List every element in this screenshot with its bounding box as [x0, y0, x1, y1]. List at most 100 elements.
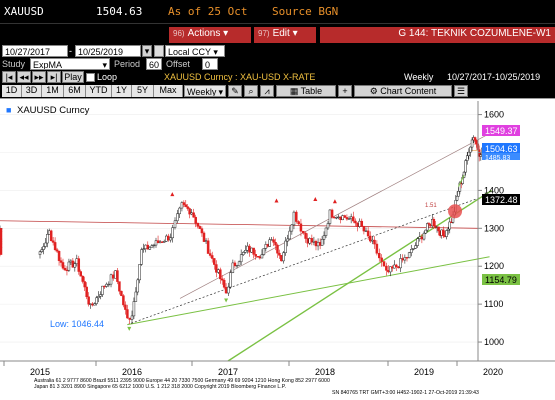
step-back-button[interactable]: |◂ [2, 71, 16, 83]
zoom-button[interactable]: ⌕ [244, 85, 258, 97]
draw-tool-button[interactable]: ✎ [228, 85, 242, 97]
candle-body [457, 191, 460, 197]
candle-body [316, 242, 320, 247]
candle-body [473, 137, 477, 141]
series-description: XAUUSD Curncy : XAU-USD X-RATE [164, 72, 316, 82]
range-tab-ytd[interactable]: YTD [86, 85, 112, 97]
candle-body [292, 211, 296, 226]
candle-body [239, 254, 243, 263]
price-chart[interactable]: 1600150014001300120011001000201520162017… [0, 98, 555, 400]
range-tab-max[interactable]: Max [154, 85, 183, 97]
candle-body [173, 220, 177, 228]
date-from-field[interactable]: 10/27/2017 [2, 45, 68, 57]
x-tick-label: 2016 [122, 367, 142, 377]
chart-type-button[interactable]: ⩘ [260, 85, 274, 97]
calendar-button[interactable]: ▾ [142, 45, 152, 57]
candle-body [437, 226, 440, 232]
candle-body [148, 246, 152, 250]
tag-high-bg [482, 125, 520, 136]
range-tab-1d[interactable]: 1D [2, 85, 22, 97]
settings-button[interactable]: ☰ [454, 85, 468, 97]
candle-body [89, 303, 92, 305]
currency-select[interactable]: Local CCY ▾ [165, 45, 225, 57]
candle-body [274, 242, 277, 246]
period-field[interactable]: 60 [146, 58, 162, 70]
candle-body [312, 240, 316, 243]
candle-body [105, 283, 108, 287]
candle-body [349, 216, 353, 220]
candle-body [347, 218, 351, 220]
candle-body [282, 252, 285, 262]
rewind-icon: ◂◂ [19, 72, 29, 82]
candle-body [391, 266, 394, 269]
plus-icon: + [342, 86, 348, 96]
candle-body [448, 221, 452, 230]
pencil-icon: ✎ [231, 86, 239, 96]
candle-body [44, 242, 47, 247]
candle-body [116, 270, 119, 282]
range-tab-3d[interactable]: 3D [22, 85, 42, 97]
candle-body [0, 246, 3, 255]
forward-button[interactable]: ▸▸ [32, 71, 46, 83]
magnifier-icon: ⌕ [248, 86, 254, 96]
candle-body [276, 244, 279, 254]
currency-prefix [154, 45, 164, 57]
candle-body [258, 256, 262, 259]
candle-body [378, 253, 381, 259]
candle-body [75, 258, 79, 264]
step-forward-button[interactable]: ▸| [47, 71, 61, 83]
candle-body [469, 146, 472, 153]
candle-body [59, 260, 63, 263]
loop-checkbox[interactable] [86, 73, 95, 82]
candle-body [420, 236, 424, 240]
candle-body [393, 264, 396, 269]
chart-content-button[interactable]: ⚙ Chart Content [354, 85, 452, 97]
frequency-select[interactable]: Weekly ▾ [184, 85, 226, 97]
date-to-field[interactable]: 10/25/2019 [75, 45, 141, 57]
candle-body [167, 235, 170, 241]
study-select[interactable]: ExpMA ▾ [30, 58, 110, 70]
candle-body [180, 202, 184, 209]
edit-menu-label: Edit ▾ [272, 28, 298, 39]
candle-body [462, 171, 466, 178]
candle-body [403, 257, 407, 261]
candle-body [192, 212, 195, 218]
source-label[interactable]: Source BGN [272, 5, 339, 18]
study-label: Study [2, 59, 26, 69]
range-tab-1m[interactable]: 1M [42, 85, 64, 97]
candle-body [69, 260, 73, 263]
footer-line-1: Australia 61 2 9777 8600 Brazil 5511 239… [34, 378, 330, 384]
actions-menu[interactable]: 96) Actions ▾ [169, 27, 251, 43]
low-annotation: Low: 1046.44 [50, 319, 104, 329]
edit-menu[interactable]: 97) Edit ▾ [254, 27, 316, 43]
y-tick-label: 1600 [484, 110, 504, 120]
range-tab-5y[interactable]: 5Y [132, 85, 154, 97]
candle-body [171, 227, 174, 239]
candle-body [445, 230, 448, 237]
candle-body [288, 230, 292, 240]
candle-body [373, 239, 376, 245]
rewind-button[interactable]: ◂◂ [17, 71, 31, 83]
candle-body [354, 220, 357, 224]
table-button[interactable]: ▦ Table [276, 85, 336, 97]
candle-body [188, 208, 191, 215]
range-tab-1y[interactable]: 1Y [112, 85, 132, 97]
x-tick-label: 2017 [218, 367, 238, 377]
candle-body [114, 270, 117, 279]
add-button[interactable]: + [338, 85, 352, 97]
candle-body [330, 209, 334, 218]
tag-ma: 1372.48 [485, 195, 518, 205]
chevron-down-icon: ▾ [218, 87, 223, 97]
candle-body [280, 255, 283, 262]
candle-body [77, 258, 81, 272]
peak-marker-icon [170, 192, 175, 197]
candle-body [63, 267, 67, 271]
playback-row: |◂ ◂◂ ▸▸ ▸| Play Loop XAUUSD Curncy : XA… [0, 71, 555, 84]
candle-body [138, 264, 141, 281]
candle-body [362, 226, 366, 232]
candle-body [103, 285, 106, 288]
range-tab-6m[interactable]: 6M [64, 85, 86, 97]
play-button[interactable]: Play [62, 71, 84, 83]
candle-body [0, 241, 3, 245]
offset-field[interactable]: 0 [202, 58, 218, 70]
